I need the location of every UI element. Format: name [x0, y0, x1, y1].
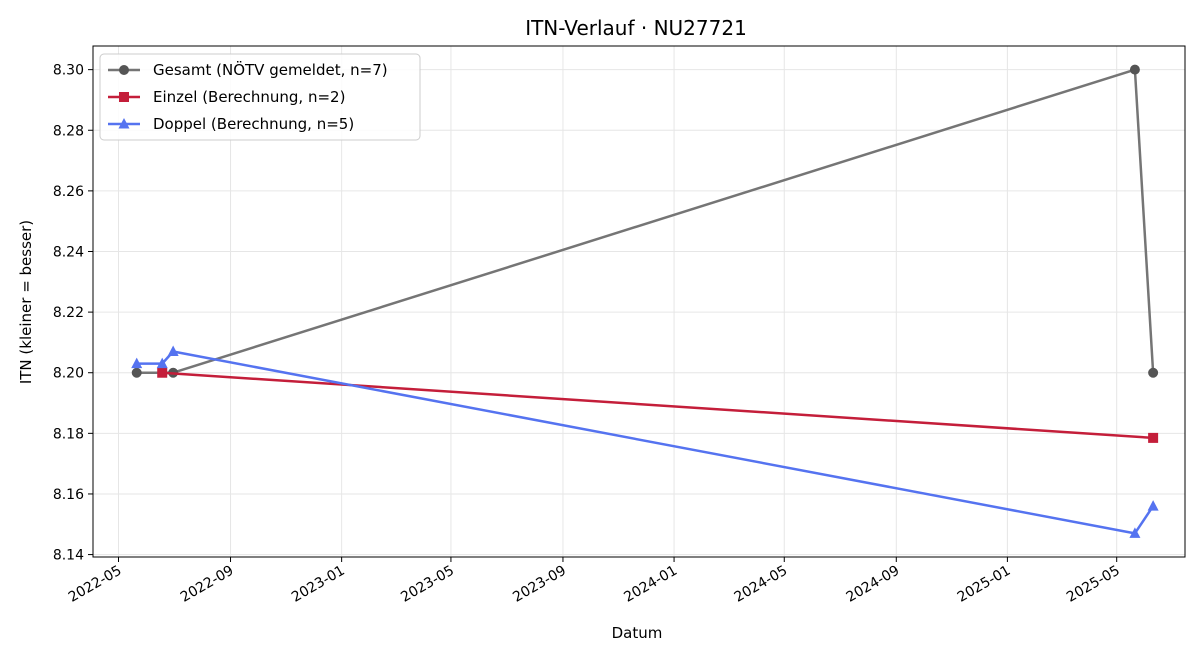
series-triangle [131, 345, 1159, 538]
x-tick-label: 2022-09 [178, 563, 237, 606]
legend-entry: Einzel (Berechnung, n=2) [108, 88, 345, 106]
legend-box [99, 53, 421, 141]
legend-label: Einzel (Berechnung, n=2) [153, 88, 345, 106]
y-tick-label: 8.26 [53, 184, 84, 200]
x-tick-label: 2024-05 [732, 563, 791, 606]
data-point [156, 357, 168, 369]
data-point [157, 367, 168, 378]
x-tick-label: 2022-05 [66, 563, 125, 606]
data-point [131, 367, 142, 378]
x-tick-label: 2025-01 [955, 563, 1014, 606]
legend-entry: Doppel (Berechnung, n=5) [108, 115, 354, 133]
legend-label: Gesamt (NÖTV gemeldet, n=7) [153, 60, 388, 79]
legend-marker [119, 92, 129, 102]
legend: Gesamt (NÖTV gemeldet, n=7) Einzel (Berec… [99, 53, 421, 141]
x-tick-label: 2024-09 [844, 563, 903, 606]
data-point [1147, 500, 1159, 511]
series-layer [131, 64, 1159, 538]
x-tick-label: 2025-05 [1064, 563, 1123, 606]
data-point [167, 345, 179, 357]
y-tick-label: 8.22 [53, 305, 84, 321]
legend-entry: Gesamt (NÖTV gemeldet, n=7) [108, 60, 388, 79]
y-tick-label: 8.30 [53, 63, 84, 79]
y-tick-label: 8.20 [53, 366, 84, 382]
legend-marker [118, 118, 130, 129]
x-tick-label: 2023-09 [510, 563, 569, 606]
series-line [136, 350, 1155, 535]
series-square [157, 367, 1159, 443]
plot-area-frame [92, 45, 1186, 558]
data-point [1129, 64, 1140, 75]
y-tick-label: 8.16 [53, 487, 84, 503]
data-point [1129, 527, 1141, 538]
y-tick-label: 8.14 [53, 548, 84, 564]
series-line [136, 68, 1155, 374]
y-tick-label: 8.18 [53, 426, 84, 442]
series-circle [131, 64, 1159, 378]
series-line [162, 371, 1154, 440]
x-tick-label: 2023-01 [289, 563, 348, 606]
legend-marker [119, 65, 129, 75]
data-point [131, 357, 143, 369]
y-axis-label: ITN (kleiner = besser) [17, 220, 35, 384]
data-point [1148, 367, 1159, 378]
x-axis-label: Datum [612, 624, 663, 642]
axis-layer: 8.14 8.16 8.18 8.20 8.22 8.24 8.26 8.28 8.30 2022… [53, 63, 1123, 606]
legend-label: Doppel (Berechnung, n=5) [153, 115, 354, 133]
data-point [1148, 432, 1159, 443]
y-tick-label: 8.24 [53, 244, 84, 260]
y-tick-label: 8.28 [53, 123, 84, 139]
x-tick-label: 2024-01 [621, 563, 680, 606]
chart-title: ITN-Verlauf · NU27721 [525, 16, 747, 40]
x-tick-label: 2023-05 [398, 563, 457, 606]
